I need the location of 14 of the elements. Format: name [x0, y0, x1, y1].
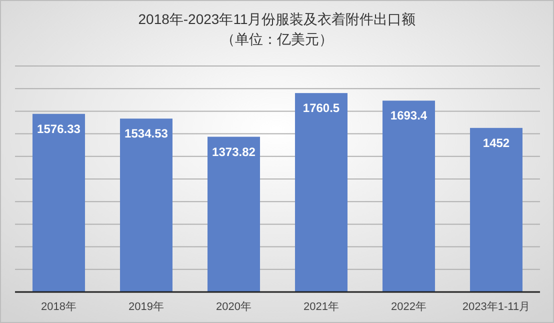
x-tick-label: 2018年: [41, 301, 76, 313]
x-tick-label: 2021年: [304, 301, 339, 313]
data-label: 1452: [482, 136, 510, 150]
data-label: 1576.33: [37, 122, 81, 136]
data-label: 1534.53: [124, 126, 168, 141]
data-label: 1760.5: [302, 101, 340, 116]
x-tick-label: 2022年: [391, 301, 426, 313]
x-tick-label: 2019年: [128, 301, 164, 313]
x-tick-label: 2023年1-11月: [462, 301, 530, 313]
x-tick-label: 2020年: [216, 301, 252, 313]
chart-title: 2018年-2023年11月份服装及衣着附件出口额: [138, 11, 416, 27]
data-label: 1693.4: [390, 108, 428, 123]
data-label: 1373.82: [212, 144, 256, 159]
chart-subtitle: （单位：亿美元）: [221, 31, 333, 47]
